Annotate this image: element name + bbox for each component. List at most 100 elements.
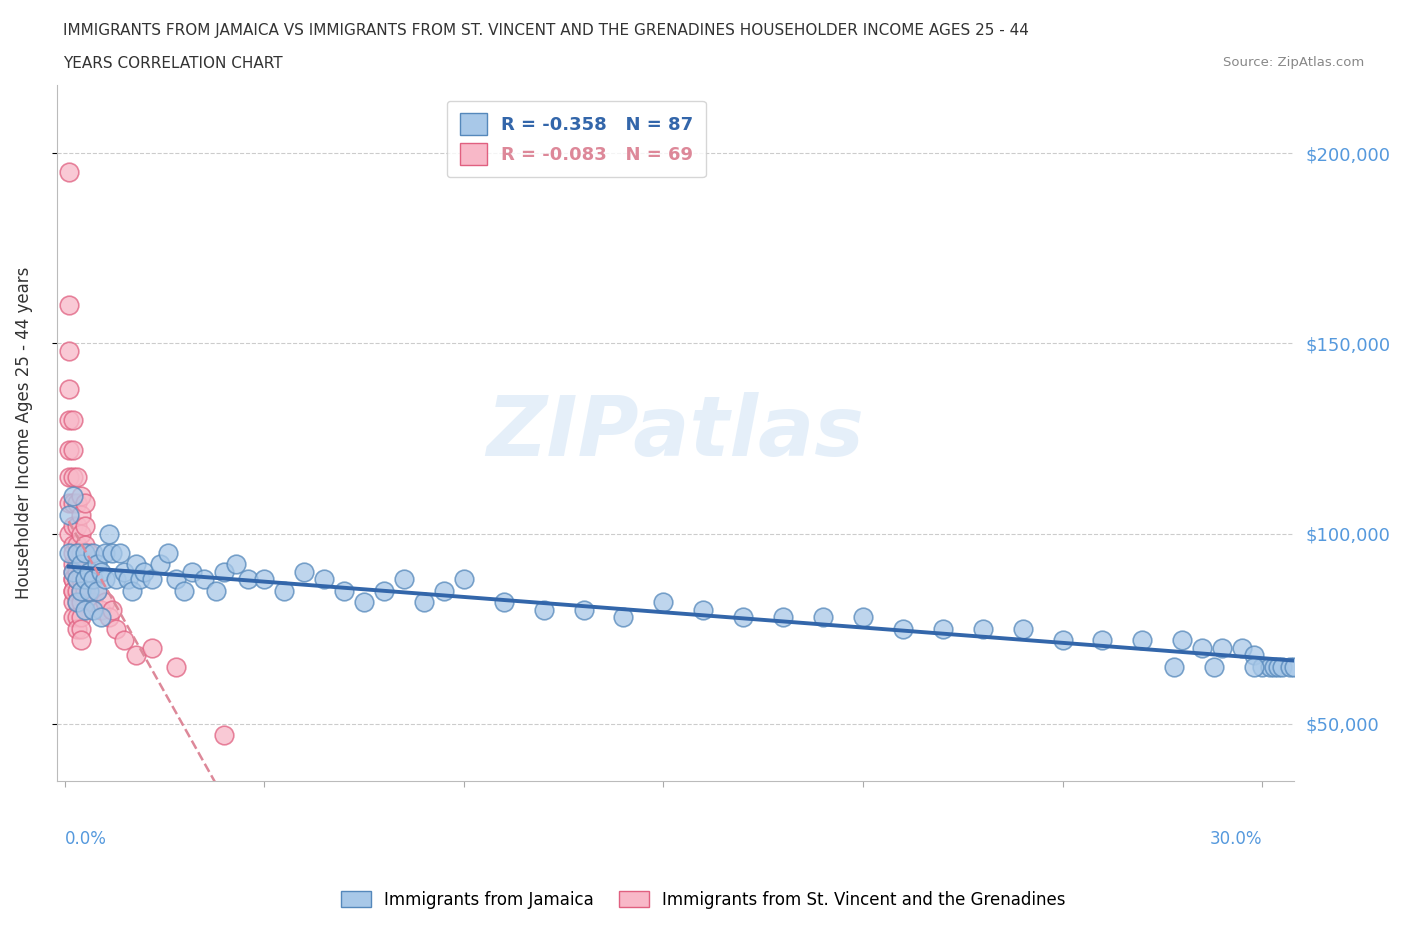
Point	[1052, 632, 1074, 647]
Text: 0.0%: 0.0%	[65, 830, 107, 848]
Point	[1230, 641, 1253, 656]
Point	[73, 519, 96, 534]
Point	[65, 545, 87, 560]
Point	[65, 470, 87, 485]
Point	[58, 344, 80, 359]
Point	[214, 728, 236, 743]
Point	[69, 507, 91, 522]
Legend: R = -0.358   N = 87, R = -0.083   N = 69: R = -0.358 N = 87, R = -0.083 N = 69	[447, 100, 706, 178]
Point	[65, 572, 87, 587]
Point	[65, 565, 87, 579]
Point	[891, 621, 914, 636]
Point	[58, 443, 80, 458]
Point	[73, 572, 96, 587]
Point	[62, 610, 84, 625]
Point	[214, 565, 236, 579]
Point	[65, 595, 87, 610]
Point	[412, 595, 434, 610]
Point	[692, 603, 714, 618]
Point	[62, 538, 84, 552]
Point	[333, 583, 356, 598]
Point	[69, 583, 91, 598]
Point	[1132, 632, 1154, 647]
Point	[86, 583, 108, 598]
Point	[1279, 659, 1302, 674]
Text: 30.0%: 30.0%	[1209, 830, 1263, 848]
Point	[62, 572, 84, 587]
Point	[62, 412, 84, 427]
Point	[65, 610, 87, 625]
Point	[62, 443, 84, 458]
Point	[652, 595, 675, 610]
Point	[73, 538, 96, 552]
Point	[114, 565, 136, 579]
Point	[69, 583, 91, 598]
Point	[82, 595, 104, 610]
Text: Source: ZipAtlas.com: Source: ZipAtlas.com	[1223, 56, 1364, 69]
Point	[58, 381, 80, 396]
Point	[97, 610, 120, 625]
Point	[852, 610, 875, 625]
Point	[93, 545, 115, 560]
Point	[101, 603, 124, 618]
Point	[972, 621, 994, 636]
Point	[772, 610, 794, 625]
Point	[1251, 659, 1274, 674]
Point	[225, 557, 247, 572]
Point	[121, 583, 143, 598]
Point	[86, 557, 108, 572]
Point	[77, 583, 100, 598]
Point	[105, 621, 128, 636]
Point	[58, 298, 80, 312]
Point	[62, 470, 84, 485]
Point	[193, 572, 215, 587]
Point	[69, 572, 91, 587]
Legend: Immigrants from Jamaica, Immigrants from St. Vincent and the Grenadines: Immigrants from Jamaica, Immigrants from…	[332, 883, 1074, 917]
Point	[73, 572, 96, 587]
Point	[77, 545, 100, 560]
Point	[77, 565, 100, 579]
Point	[1258, 659, 1281, 674]
Point	[129, 572, 152, 587]
Point	[101, 545, 124, 560]
Point	[312, 572, 335, 587]
Point	[82, 572, 104, 587]
Point	[1243, 648, 1265, 663]
Point	[141, 641, 163, 656]
Point	[65, 496, 87, 511]
Point	[97, 526, 120, 541]
Point	[65, 583, 87, 598]
Point	[69, 488, 91, 503]
Point	[65, 538, 87, 552]
Point	[292, 565, 315, 579]
Point	[58, 165, 80, 179]
Text: ZIPatlas: ZIPatlas	[486, 392, 865, 473]
Point	[62, 488, 84, 503]
Point	[62, 519, 84, 534]
Point	[181, 565, 204, 579]
Point	[149, 557, 172, 572]
Point	[69, 557, 91, 572]
Point	[932, 621, 955, 636]
Point	[62, 545, 84, 560]
Point	[62, 565, 84, 579]
Point	[58, 545, 80, 560]
Point	[69, 632, 91, 647]
Point	[117, 572, 139, 587]
Point	[62, 565, 84, 579]
Point	[453, 572, 475, 587]
Point	[238, 572, 260, 587]
Point	[1091, 632, 1114, 647]
Point	[165, 659, 187, 674]
Point	[93, 572, 115, 587]
Point	[62, 583, 84, 598]
Point	[65, 557, 87, 572]
Point	[811, 610, 834, 625]
Point	[114, 632, 136, 647]
Point	[253, 572, 276, 587]
Point	[58, 470, 80, 485]
Text: YEARS CORRELATION CHART: YEARS CORRELATION CHART	[63, 56, 283, 71]
Point	[492, 595, 515, 610]
Point	[65, 595, 87, 610]
Point	[62, 572, 84, 587]
